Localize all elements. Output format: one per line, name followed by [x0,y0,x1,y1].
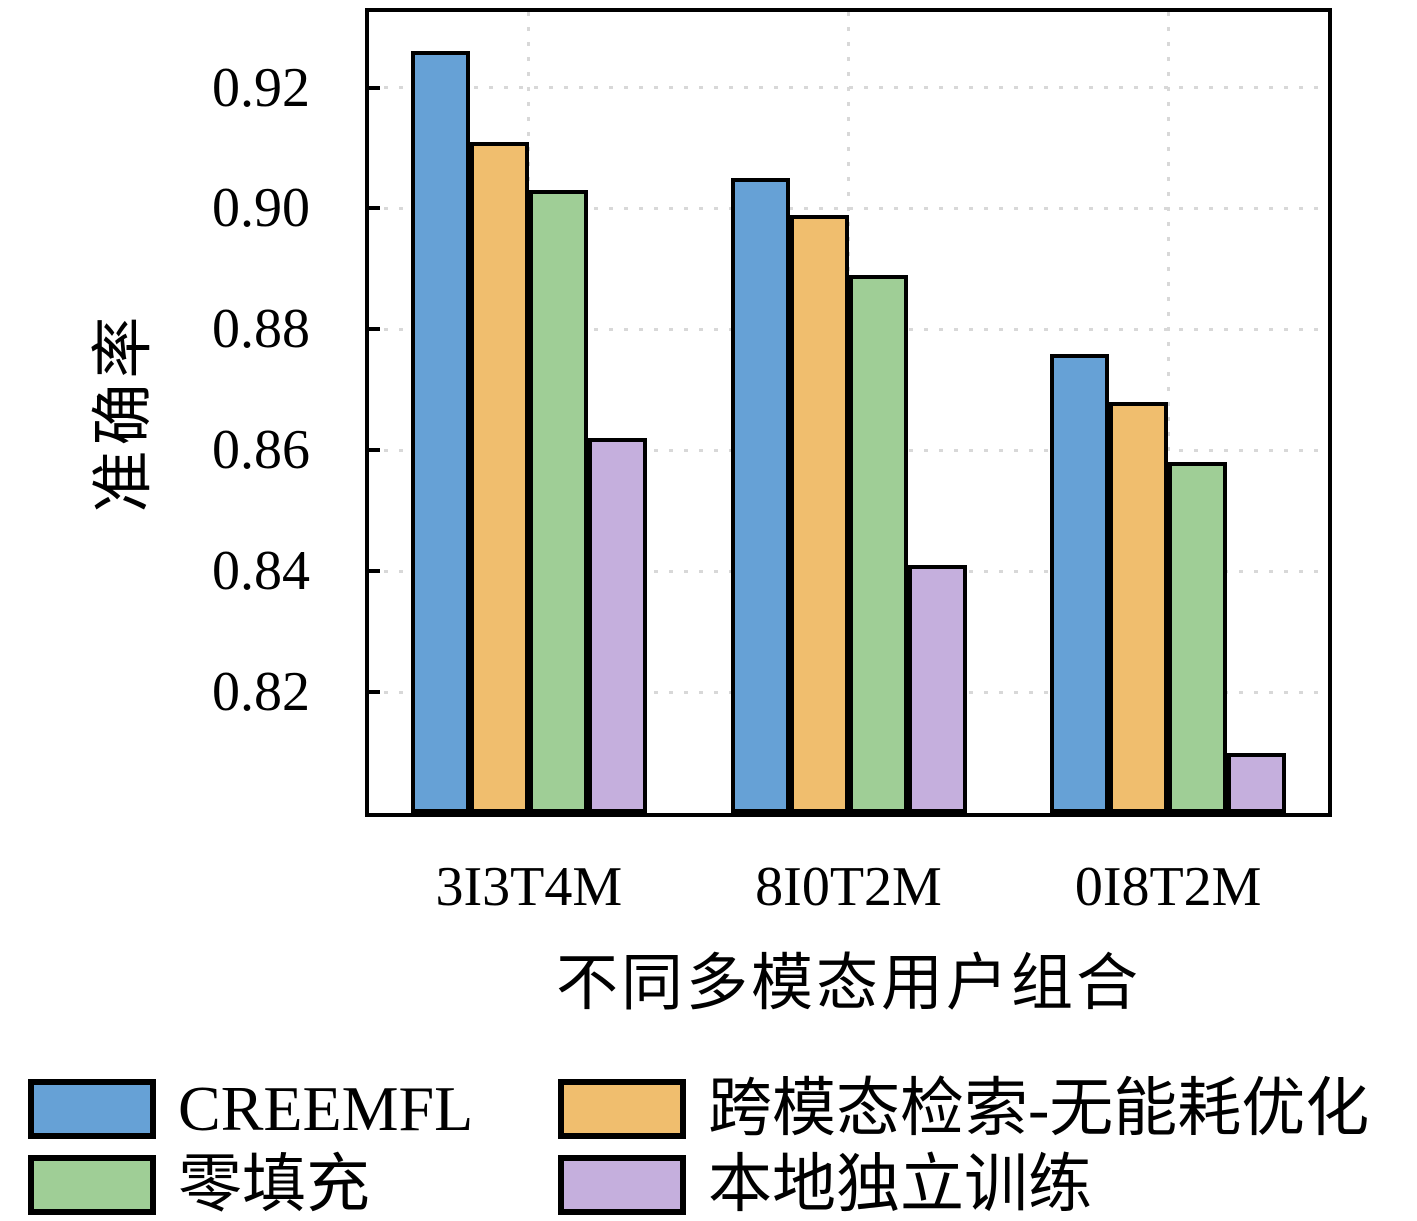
legend-item-zero-fill: 零填充 [28,1148,370,1221]
y-tick-mark [369,569,380,574]
x-tick-label-3I3T4M: 3I3T4M [435,856,623,918]
y-tick-mark [369,85,380,90]
bar-series1-0I8T2M [1109,401,1169,813]
y-tick-mark [369,206,380,211]
bar-series0-0I8T2M [1050,353,1110,813]
bar-series0-3I3T4M [410,51,470,813]
legend-swatch-orange [558,1079,686,1139]
legend-label: CREEMFL [178,1073,474,1144]
x-axis-title: 不同多模态用户组合 [555,950,1141,1018]
bar-series3-8I0T2M [907,565,967,813]
y-tick-mark [369,327,380,332]
bar-series2-3I3T4M [528,190,588,813]
bar-series1-3I3T4M [469,141,529,813]
y-gridline [369,86,1328,90]
legend-label: 跨模态检索-无能耗优化 [708,1073,1370,1144]
legend-label: 零填充 [178,1149,370,1220]
y-axis-title: 准确率 [90,311,158,513]
bar-series2-8I0T2M [848,274,908,813]
plot-area [365,8,1332,817]
legend-label: 本地独立训练 [708,1149,1092,1220]
bar-series3-3I3T4M [587,438,647,813]
bar-series0-8I0T2M [730,178,790,813]
bar-series2-0I8T2M [1168,462,1228,813]
y-tick-label: 0.86 [212,419,310,482]
legend-swatch-purple [558,1155,686,1215]
y-tick-mark [369,690,380,695]
y-tick-mark [369,448,380,453]
x-tick-label-8I0T2M: 8I0T2M [755,856,942,918]
y-tick-label: 0.82 [212,661,310,724]
bar-series3-0I8T2M [1227,752,1287,813]
legend-item-local-independent-training: 本地独立训练 [558,1148,1092,1221]
legend-swatch-blue [28,1079,156,1139]
y-tick-label: 0.84 [212,540,310,603]
y-tick-label: 0.90 [212,177,310,240]
y-tick-label: 0.88 [212,298,310,361]
legend-item-creemfl: CREEMFL [28,1072,473,1146]
x-tick-label-0I8T2M: 0I8T2M [1074,856,1262,918]
bar-series1-8I0T2M [789,214,849,813]
legend-item-cross-modal-retrieval: 跨模态检索-无能耗优化 [558,1072,1369,1146]
legend-swatch-green [28,1155,156,1215]
y-tick-label: 0.92 [212,56,310,119]
